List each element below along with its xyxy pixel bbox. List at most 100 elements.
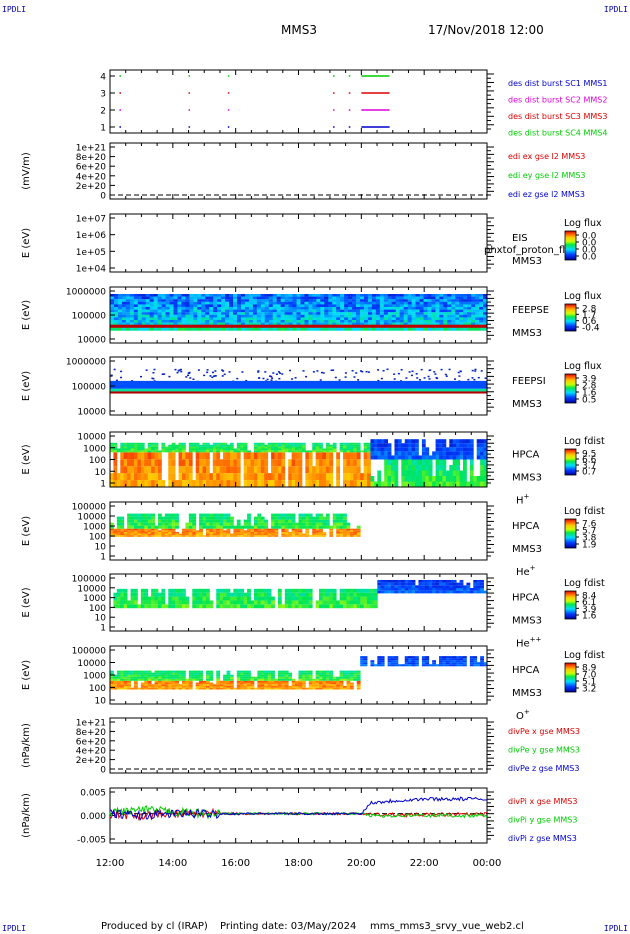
hpca-cell — [349, 528, 354, 531]
hpca-cell — [449, 579, 454, 583]
hpca-cell — [205, 672, 210, 675]
hpca-cell — [236, 519, 241, 523]
feepsi-dot — [279, 372, 282, 374]
feepsi-dot — [474, 368, 477, 371]
feepse-cell — [332, 322, 337, 326]
feepsi-dot — [257, 370, 260, 372]
hpca-cell — [284, 533, 289, 536]
hpca-cell — [181, 674, 186, 677]
hpca-cell — [401, 476, 406, 482]
hpca-cell — [346, 446, 351, 449]
feepse-cell — [133, 304, 139, 308]
hpca-cell — [308, 513, 313, 517]
hpca-cell — [116, 525, 121, 529]
hpca-cell — [151, 535, 155, 537]
feepse-cell — [169, 309, 174, 313]
hpca-cell — [144, 530, 149, 532]
hpca-cell — [110, 444, 114, 447]
feepsi-dot — [203, 374, 206, 377]
feepse-cell — [479, 317, 484, 321]
hpca-cell — [473, 481, 478, 487]
hpca-cell — [205, 516, 210, 520]
hpca-cell — [171, 480, 176, 487]
hpca-cell — [195, 687, 200, 690]
hpca-cell — [144, 592, 149, 597]
hpca-cell — [209, 480, 214, 487]
hpca-cell — [281, 528, 286, 531]
feepse-cell — [189, 314, 194, 318]
hpca-cell — [411, 459, 416, 465]
hpca-cell — [151, 459, 155, 467]
hpca-cell — [226, 535, 231, 537]
feepse-cell — [300, 294, 305, 297]
hpca-cell — [288, 592, 293, 597]
hpca-cell — [216, 522, 221, 526]
hpca-cell — [445, 447, 450, 452]
hpca-cell — [404, 459, 409, 465]
hpca-cell — [415, 451, 419, 456]
hpca-cell — [319, 448, 323, 451]
feepse-cell — [316, 296, 321, 300]
hpca-cell — [133, 452, 138, 460]
hpca-cell — [267, 687, 272, 690]
feepsi-dot — [386, 368, 389, 371]
hpca-cell — [315, 676, 320, 679]
hpca-cell — [391, 582, 395, 586]
hpca-cell — [301, 592, 306, 597]
hpca-cell — [291, 596, 296, 601]
feepse-cell — [324, 294, 329, 297]
hpca-cell — [154, 676, 159, 679]
hpca-cell — [154, 528, 159, 531]
hpca-cell — [188, 672, 193, 675]
feepse-cell — [229, 299, 234, 302]
feepse-cell — [292, 309, 298, 313]
hpca-cell — [339, 682, 344, 685]
hpca-cell — [370, 600, 375, 605]
feepse-cell — [356, 301, 361, 305]
hpca-cell — [240, 530, 245, 532]
feepse-cell — [427, 320, 432, 323]
hpca-cell — [267, 676, 272, 679]
hpca-cell — [439, 481, 443, 487]
feepse-cell — [340, 322, 345, 326]
feepse-cell — [256, 312, 262, 315]
hpca-cell — [295, 442, 299, 445]
hpca-cell — [343, 674, 347, 677]
hpca-cell — [291, 684, 296, 687]
hpca-cell — [380, 585, 385, 589]
hpca-cell — [346, 459, 351, 467]
hpca-cell — [260, 473, 265, 481]
feepse-cell — [371, 320, 377, 323]
hpca-cell — [123, 600, 128, 605]
hpca-cell — [456, 470, 460, 476]
hpca-cell — [277, 672, 282, 675]
feepse-cell — [244, 304, 250, 308]
hpca-cell — [168, 450, 173, 453]
hpca-cell — [442, 459, 447, 465]
hpca-cell — [305, 596, 310, 601]
hpca-cell — [226, 513, 231, 517]
hpca-cell — [319, 600, 323, 605]
hpca-cell — [171, 522, 176, 526]
hpca-cell — [343, 525, 347, 529]
feepse-cell — [296, 317, 301, 321]
hpca-cell — [144, 684, 149, 687]
hpca-cell — [229, 596, 234, 601]
hpca-cell — [137, 513, 142, 517]
hpca-cell — [349, 588, 354, 593]
feepse-cell — [419, 307, 425, 310]
hpca-cell — [456, 447, 460, 452]
hpca-cell — [171, 450, 176, 453]
hpca-cell — [209, 535, 214, 537]
feepse-cell — [387, 304, 393, 308]
hpca-cell — [322, 448, 327, 451]
hpca-cell — [178, 670, 183, 673]
feepse-cell — [423, 314, 428, 318]
hpca-cell — [188, 684, 193, 687]
hpca-cell — [171, 442, 176, 445]
hpca-cell — [466, 451, 471, 456]
hpca-cell — [370, 443, 375, 448]
hpca-cell — [315, 535, 320, 537]
hpca-cell — [325, 670, 330, 673]
hpca-cell — [140, 672, 145, 675]
